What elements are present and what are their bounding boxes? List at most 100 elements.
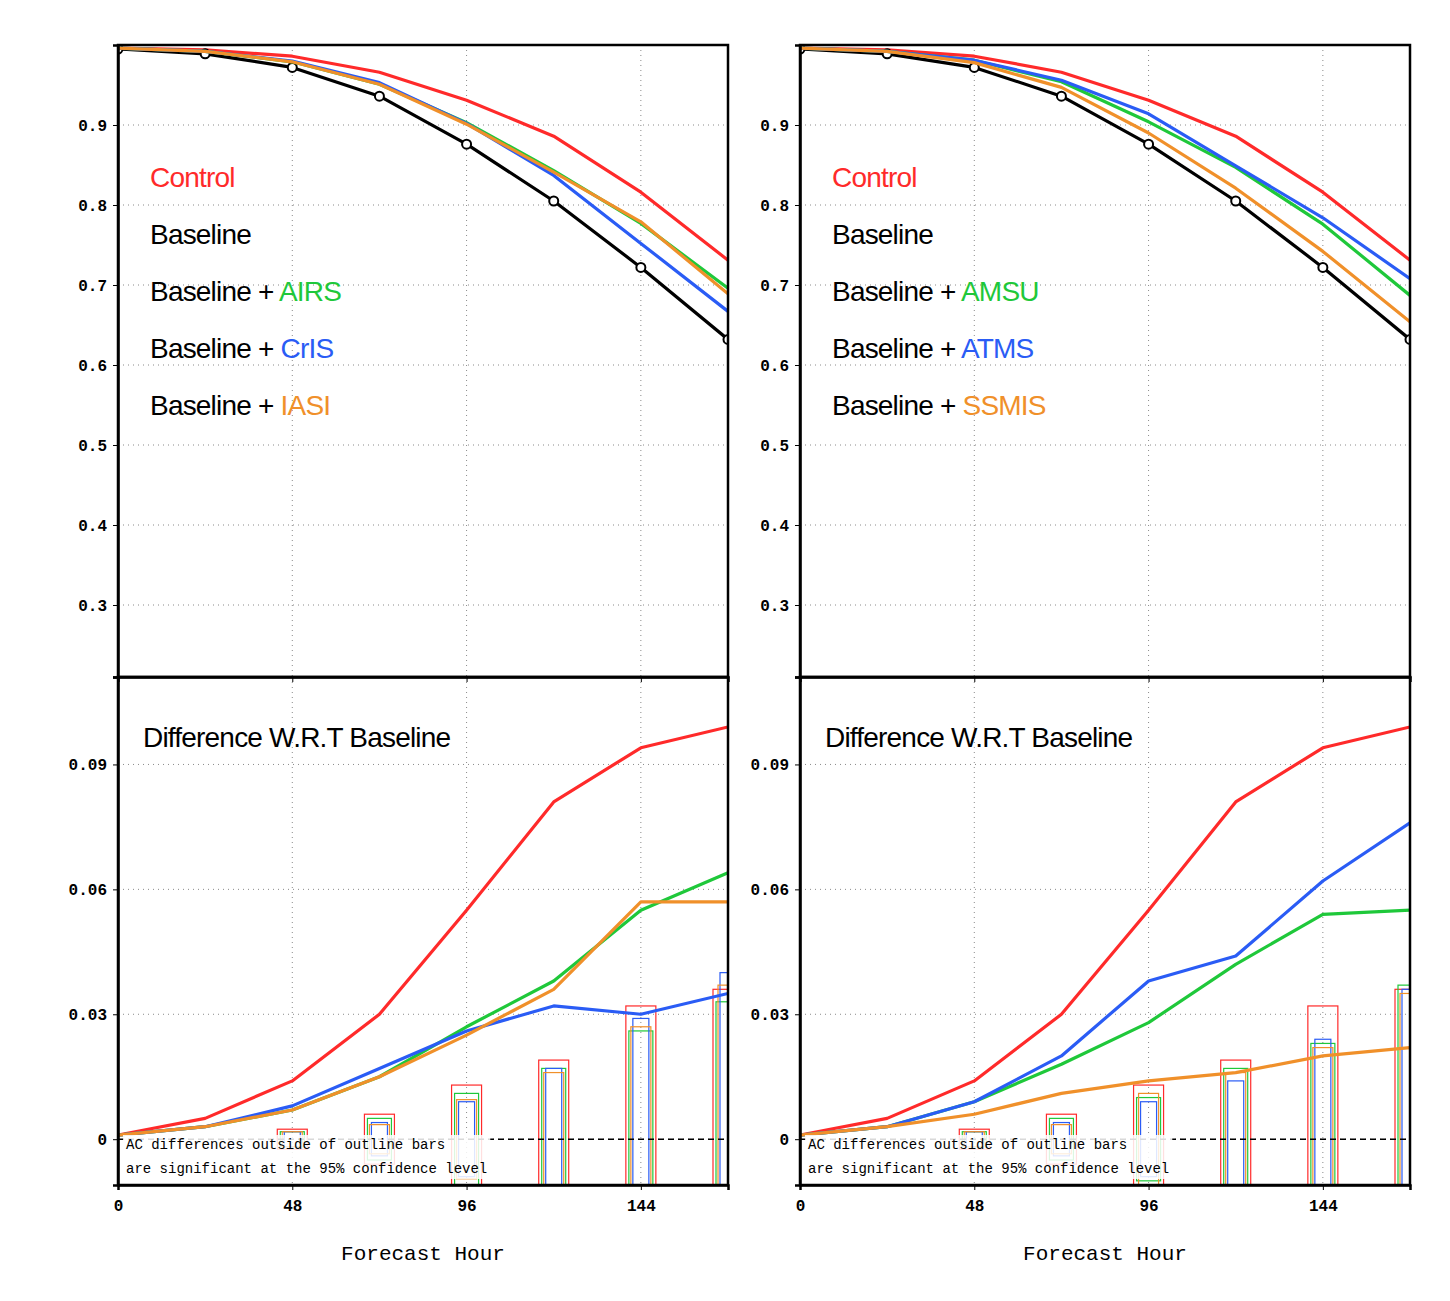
legend-entry: Control — [832, 162, 917, 193]
y-axis-line — [113, 678, 119, 1186]
x-tick-mark — [800, 1185, 801, 1190]
grid — [800, 677, 1410, 1185]
y-axis: 0.30.40.50.60.70.80.9 — [760, 46, 800, 678]
panel: 00.030.060.0904896144Forecast HourDiffer… — [751, 677, 1425, 1293]
plot-area — [800, 727, 1410, 1185]
y-tick-mark — [795, 889, 800, 890]
y-tick: 0.06 — [69, 882, 118, 900]
series-marker — [1231, 197, 1240, 206]
series-marker — [1057, 92, 1066, 101]
y-tick-mark — [795, 525, 800, 526]
x-tick: 48 — [283, 1185, 302, 1216]
chart-root: 0.30.40.50.60.70.80.9ControlBaselineBase… — [0, 0, 1450, 1301]
y-tick-label: 0.06 — [751, 882, 789, 900]
y-tick: 0.3 — [78, 598, 118, 616]
y-tick-label: 0.4 — [760, 518, 789, 536]
grid-line-y — [118, 764, 728, 765]
y-tick-label: 0.09 — [751, 757, 789, 775]
legend-entry-name: ATMS — [961, 333, 1034, 364]
x-tick-mark — [467, 1185, 468, 1190]
x-tick-mark — [292, 1185, 293, 1190]
y-tick-label: 0.09 — [69, 757, 107, 775]
annotation-text: AC differences outside of outline bars — [126, 1137, 445, 1153]
x-axis-title: Forecast Hour — [1023, 1243, 1187, 1266]
y-tick-mark — [113, 445, 118, 446]
y-tick-label: 0.9 — [78, 118, 107, 136]
series-marker — [1144, 140, 1153, 149]
y-tick: 0.4 — [760, 518, 800, 536]
y-tick: 0.6 — [760, 358, 800, 376]
x-tick-mark — [974, 1185, 975, 1190]
legend-entry: Baseline + ATMS — [832, 333, 1034, 364]
y-tick: 0.8 — [78, 198, 118, 216]
grid — [118, 677, 728, 1185]
confidence-box — [1315, 1039, 1331, 1185]
y-tick: 0.6 — [78, 358, 118, 376]
x-tick: 0 — [114, 1185, 124, 1216]
confidence-box — [1395, 989, 1410, 1185]
series-line — [800, 48, 1410, 295]
grid-line-y — [800, 125, 1410, 126]
series-line — [118, 993, 728, 1135]
series-line — [118, 727, 728, 1135]
annotation-text: AC differences outside of outline bars — [808, 1137, 1127, 1153]
confidence-box — [539, 1060, 569, 1185]
confidence-box — [626, 1006, 656, 1185]
background — [0, 0, 1450, 1301]
annotation-background — [805, 1135, 1172, 1179]
legend-entry: Baseline + AIRS — [150, 276, 341, 307]
confidence-box — [1228, 1081, 1244, 1185]
x-tick-mark — [641, 1185, 642, 1190]
y-tick-label: 0.06 — [69, 882, 107, 900]
x-tick: 96 — [457, 1185, 476, 1216]
confidence-box — [1221, 1060, 1251, 1185]
grid-line-y — [118, 889, 728, 890]
x-tick-mark — [118, 1185, 119, 1190]
y-tick-mark — [113, 605, 118, 606]
plot-frame — [118, 45, 728, 677]
chart-title: Difference W.R.T Baseline — [143, 722, 451, 753]
grid-line-y — [800, 365, 1410, 366]
x-tick-mark — [1323, 1185, 1324, 1190]
y-tick-mark — [113, 1014, 118, 1015]
x-axis-line — [801, 1186, 1411, 1191]
series-line — [118, 48, 728, 311]
grid-line-x — [640, 677, 641, 1185]
y-axis-line — [795, 46, 801, 678]
grid-line-x — [1322, 45, 1323, 677]
legend-entry: Control — [150, 162, 235, 193]
plot-area — [800, 45, 1410, 344]
legend-entry-name: AMSU — [961, 276, 1039, 307]
grid-line-y — [118, 205, 728, 206]
annotation-text: are significant at the 95% confidence le… — [808, 1161, 1169, 1177]
grid-line-x — [1148, 677, 1149, 1185]
legend-entry-prefix: Baseline + — [150, 276, 279, 307]
plot-area — [118, 727, 728, 1185]
grid-line-y — [118, 605, 728, 606]
confidence-box — [1308, 1006, 1338, 1185]
series-line — [800, 823, 1410, 1135]
y-tick-mark — [113, 365, 118, 366]
legend-entry-prefix: Baseline + — [832, 276, 961, 307]
chart-svg: 0.30.40.50.60.70.80.9ControlBaselineBase… — [0, 0, 1450, 1301]
grid-line-y — [800, 764, 1410, 765]
plot-area — [118, 45, 728, 344]
y-axis: 00.030.060.09 — [69, 678, 119, 1186]
series-line — [118, 48, 728, 288]
y-tick-label: 0.7 — [760, 278, 789, 296]
series-marker — [636, 263, 645, 272]
y-tick-mark — [795, 365, 800, 366]
y-tick-label: 0.5 — [760, 438, 789, 456]
legend-entry-prefix: Baseline + — [832, 333, 961, 364]
grid-line-y — [800, 205, 1410, 206]
series-line — [118, 49, 728, 339]
series-line — [800, 727, 1410, 1135]
annotation: AC differences outside of outline bars ar… — [805, 1135, 1172, 1179]
y-tick-label: 0.03 — [69, 1007, 107, 1025]
y-tick-label: 0.3 — [760, 598, 789, 616]
x-tick: 144 — [627, 1185, 656, 1216]
plot-frame — [800, 45, 1410, 677]
annotation-text: are significant at the 95% confidence le… — [126, 1161, 487, 1177]
grid-line-x — [640, 45, 641, 677]
series-marker — [1318, 263, 1327, 272]
